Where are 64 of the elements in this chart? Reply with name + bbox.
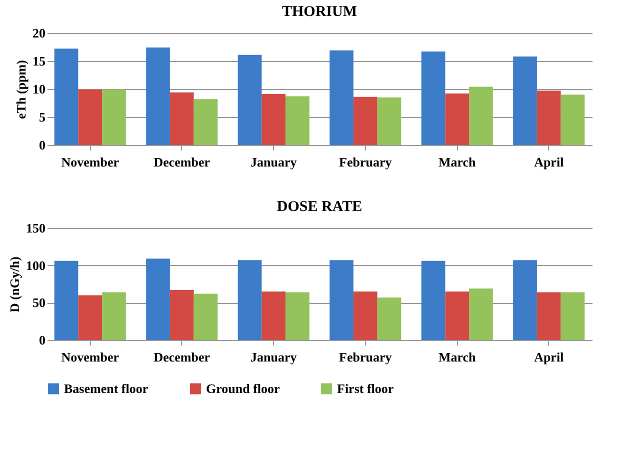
- x-tick-label: November: [61, 154, 120, 170]
- bar: [194, 294, 218, 340]
- bar: [330, 260, 354, 340]
- bar: [262, 94, 286, 145]
- x-tick-label: February: [339, 154, 392, 170]
- bar: [262, 291, 286, 340]
- y-axis-title: D (nGy/h): [7, 256, 22, 312]
- x-tick-label: December: [154, 350, 210, 364]
- chart-title: THORIUM: [282, 4, 357, 20]
- bar: [146, 258, 170, 340]
- x-tick-label: April: [534, 350, 564, 364]
- bar: [560, 94, 585, 145]
- bar: [469, 86, 493, 145]
- x-tick-label: January: [250, 350, 298, 364]
- bar: [54, 48, 78, 145]
- bar: [377, 297, 402, 340]
- y-tick-label: 0: [39, 332, 46, 348]
- bar: [513, 260, 537, 340]
- x-tick-label: March: [438, 154, 477, 170]
- y-tick-label: 20: [32, 26, 46, 40]
- y-tick-label: 15: [32, 54, 46, 68]
- bar: [170, 290, 194, 340]
- y-tick-label: 150: [26, 220, 46, 236]
- x-tick-label: January: [250, 154, 298, 170]
- bar: [170, 92, 194, 145]
- y-tick-label: 5: [39, 110, 46, 124]
- bar: [536, 292, 561, 340]
- bar: [353, 291, 378, 340]
- x-tick-label: April: [534, 154, 564, 170]
- bar: [54, 260, 78, 340]
- bar: [536, 90, 561, 145]
- bar: [513, 56, 537, 145]
- bar: [78, 90, 102, 145]
- bar: [377, 97, 402, 145]
- legend-label: Ground floor: [206, 380, 280, 396]
- legend-label: Basement floor: [64, 380, 148, 396]
- y-tick-label: 100: [26, 258, 46, 273]
- bar: [102, 90, 126, 145]
- bar: [330, 50, 354, 145]
- bar: [238, 54, 262, 145]
- bar: [560, 292, 585, 340]
- bar: [286, 292, 310, 340]
- bar: [146, 48, 170, 145]
- x-tick-label: December: [154, 154, 210, 170]
- x-tick-label: November: [61, 350, 120, 364]
- bar: [421, 260, 446, 340]
- bar: [421, 51, 446, 145]
- bar: [102, 292, 126, 340]
- bar: [445, 93, 470, 145]
- bar: [445, 291, 470, 340]
- bar: [469, 288, 493, 340]
- y-tick-label: 0: [39, 138, 46, 152]
- legend-label: First floor: [337, 380, 394, 396]
- x-tick-label: February: [339, 350, 392, 364]
- bar: [238, 260, 262, 340]
- y-tick-label: 50: [32, 295, 46, 310]
- bar: [353, 96, 378, 145]
- y-tick-label: 10: [32, 82, 46, 96]
- bar: [78, 295, 102, 340]
- bar: [194, 99, 218, 145]
- y-axis-title: eTh (ppm): [14, 60, 28, 119]
- chart-title: DOSE RATE: [276, 199, 362, 215]
- x-tick-label: March: [438, 350, 477, 364]
- bar: [286, 96, 310, 145]
